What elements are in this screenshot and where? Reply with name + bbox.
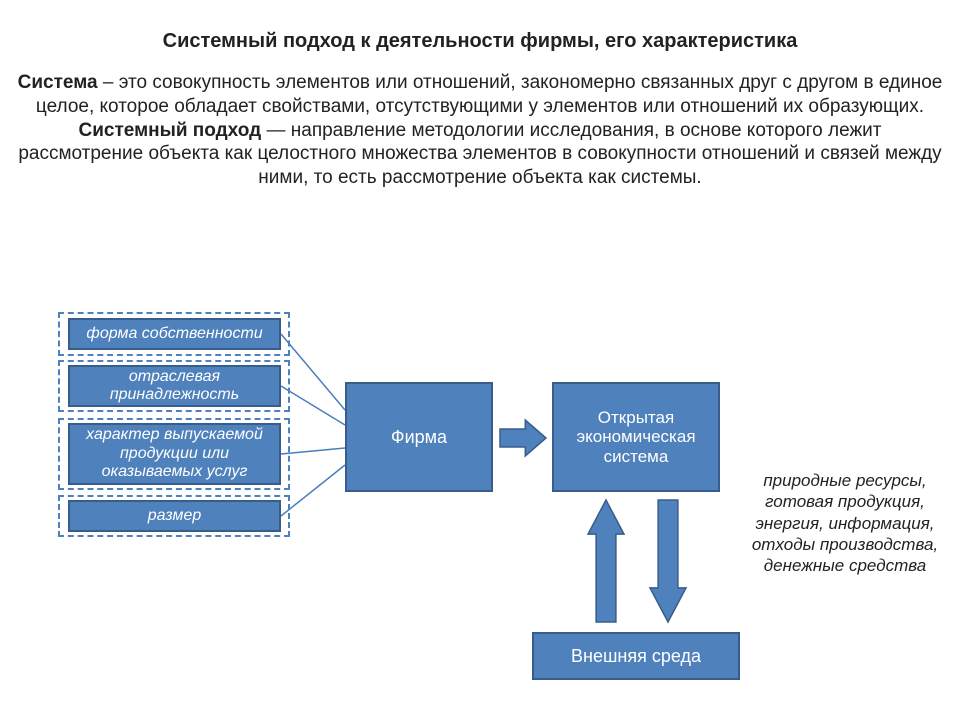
connector-line-0 bbox=[281, 334, 345, 410]
arrow-right-icon bbox=[500, 420, 546, 456]
attr-box-1: отраслевая принадлежность bbox=[68, 365, 281, 407]
box-firma: Фирма bbox=[345, 382, 493, 492]
attr-box-3: размер bbox=[68, 500, 281, 532]
box-open-system: Открытая экономическая система bbox=[552, 382, 720, 492]
connector-line-2 bbox=[281, 448, 345, 454]
connector-line-1 bbox=[281, 386, 345, 425]
attr-box-2: характер выпускаемой продукции или оказы… bbox=[68, 423, 281, 485]
exchange-list-text: природные ресурсы, готовая продукция, эн… bbox=[745, 470, 945, 576]
attr-box-0: форма собственности bbox=[68, 318, 281, 350]
box-environment: Внешняя среда bbox=[532, 632, 740, 680]
arrow-down-icon bbox=[650, 500, 686, 622]
diagram-canvas: форма собственности отраслевая принадлежн… bbox=[0, 0, 960, 720]
arrow-up-icon bbox=[588, 500, 624, 622]
connector-line-3 bbox=[281, 465, 345, 516]
